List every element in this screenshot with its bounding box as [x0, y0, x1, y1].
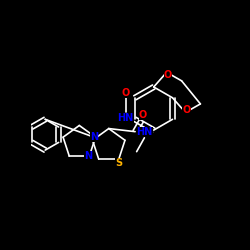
Text: O: O: [182, 105, 190, 115]
Text: HN: HN: [136, 127, 152, 137]
Text: HN: HN: [118, 113, 134, 123]
Text: O: O: [164, 70, 172, 80]
Text: O: O: [122, 88, 130, 98]
Text: S: S: [115, 158, 122, 168]
Text: O: O: [139, 110, 147, 120]
Text: N: N: [84, 151, 92, 161]
Text: N: N: [90, 132, 98, 142]
